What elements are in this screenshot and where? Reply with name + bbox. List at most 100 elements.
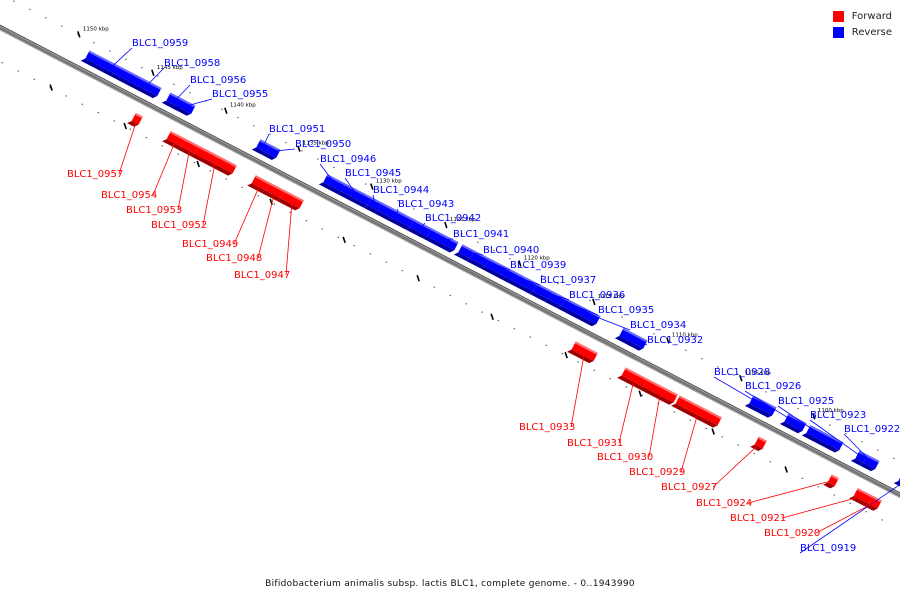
gene-label: BLC1_0958 <box>164 58 220 69</box>
leader-line <box>466 251 484 256</box>
minor-tick <box>557 283 559 285</box>
gene-blc1-0926[interactable] <box>779 412 807 434</box>
minor-tick <box>513 328 515 330</box>
gene-label: BLC1_0954 <box>101 190 157 201</box>
gene-label: BLC1_0945 <box>345 168 401 179</box>
leader-line <box>570 351 586 428</box>
gene-blc1-0924[interactable] <box>823 473 839 490</box>
minor-tick <box>369 253 371 255</box>
minor-tick <box>881 519 883 521</box>
minor-tick <box>353 245 355 247</box>
gene-label: BLC1_0937 <box>540 275 596 286</box>
major-tick <box>784 466 788 473</box>
minor-tick <box>673 411 675 413</box>
minor-tick <box>257 195 259 197</box>
minor-tick <box>33 78 35 80</box>
leader-line <box>580 310 631 331</box>
minor-tick <box>493 249 495 252</box>
gene-blc1-0919[interactable] <box>893 472 900 491</box>
gene-label: BLC1_0922 <box>844 424 900 435</box>
gene-label: BLC1_0928 <box>714 367 770 378</box>
minor-tick <box>145 136 147 139</box>
minor-tick <box>481 311 483 313</box>
gene-label: BLC1_0951 <box>269 124 325 135</box>
minor-tick <box>317 158 319 160</box>
minor-tick <box>129 128 131 130</box>
gene-label: BLC1_0921 <box>730 513 786 524</box>
minor-tick <box>609 378 611 380</box>
minor-tick <box>625 386 627 388</box>
legend-forward: Forward <box>832 8 892 24</box>
gene-label: BLC1_0944 <box>373 185 429 196</box>
minor-tick <box>193 161 195 164</box>
minor-tick <box>797 407 799 410</box>
major-tick <box>77 31 81 38</box>
gene-label: BLC1_0950 <box>295 139 351 150</box>
legend: Forward Reverse <box>832 8 892 40</box>
major-tick <box>224 107 228 114</box>
minor-tick <box>141 67 143 69</box>
gene-blc1-0933[interactable] <box>567 340 598 364</box>
leader-line <box>799 483 900 554</box>
leader-line <box>152 138 177 196</box>
minor-tick <box>173 83 175 85</box>
leader-line <box>118 118 138 175</box>
leader-line <box>713 376 764 406</box>
minor-tick <box>77 33 79 36</box>
leader-line <box>511 274 541 286</box>
minor-tick <box>253 125 255 127</box>
leader-layer <box>111 47 900 554</box>
major-tick <box>490 313 494 320</box>
leader-line <box>257 190 276 259</box>
minor-tick <box>321 228 323 230</box>
minor-tick <box>429 216 431 218</box>
gene-label: BLC1_0956 <box>190 75 246 86</box>
leader-line <box>395 208 399 216</box>
minor-tick <box>653 333 655 335</box>
minor-tick <box>749 382 751 385</box>
minor-tick <box>829 424 831 426</box>
major-tick <box>592 298 596 306</box>
leader-line <box>233 182 262 245</box>
reverse-label: Reverse <box>851 26 892 38</box>
reverse-swatch <box>832 26 844 38</box>
minor-tick <box>413 208 415 210</box>
minor-tick <box>525 266 527 268</box>
leader-line <box>273 148 296 152</box>
major-tick <box>196 160 200 168</box>
minor-tick <box>509 258 511 260</box>
gene-label: BLC1_0923 <box>810 410 866 421</box>
minor-tick <box>237 116 239 119</box>
leader-line <box>777 405 826 439</box>
leader-line <box>815 501 876 534</box>
minor-tick <box>161 145 163 147</box>
minor-tick <box>817 486 819 488</box>
gene-label: BLC1_0933 <box>519 422 575 433</box>
gene-label: BLC1_0932 <box>647 335 703 346</box>
leader-line <box>175 84 191 101</box>
tick-label: 1115 kbp <box>598 294 624 300</box>
minor-tick <box>465 303 467 305</box>
gene-label: BLC1_0943 <box>398 199 454 210</box>
major-tick <box>711 428 715 435</box>
gene-label: BLC1_0957 <box>67 169 123 180</box>
minor-tick <box>385 261 387 263</box>
leader-line <box>744 390 796 423</box>
major-tick <box>638 390 642 397</box>
major-tick <box>342 236 346 244</box>
tick-label: 1130 kbp <box>376 179 402 185</box>
tick-label: 1110 kbp <box>672 332 698 338</box>
minor-tick <box>801 477 803 479</box>
major-tick <box>151 69 155 77</box>
minor-tick <box>45 17 47 19</box>
leader-line <box>319 163 335 184</box>
gene-label: BLC1_0952 <box>151 220 207 231</box>
minor-tick <box>497 319 499 322</box>
tick-label: 1100 kbp <box>818 408 844 414</box>
gene-label: BLC1_0927 <box>661 482 717 493</box>
gene-label: BLC1_0959 <box>132 38 188 49</box>
major-tick <box>812 412 816 420</box>
minor-tick <box>705 427 707 430</box>
minor-tick <box>833 494 835 496</box>
major-tick <box>416 275 420 282</box>
